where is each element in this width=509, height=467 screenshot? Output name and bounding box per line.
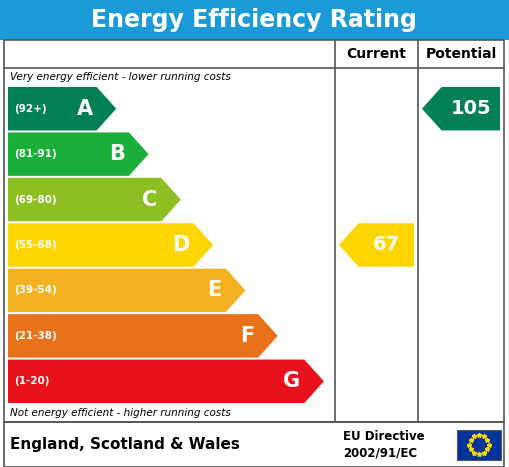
- Text: 67: 67: [373, 235, 400, 255]
- Text: 105: 105: [450, 99, 491, 118]
- Polygon shape: [8, 223, 213, 267]
- Bar: [4, 40, 504, 422]
- Polygon shape: [8, 314, 278, 358]
- Text: A: A: [76, 99, 93, 119]
- Text: (39-54): (39-54): [14, 285, 56, 296]
- Polygon shape: [8, 133, 149, 176]
- Text: Energy Efficiency Rating: Energy Efficiency Rating: [91, 8, 417, 32]
- Polygon shape: [339, 223, 414, 267]
- Polygon shape: [8, 360, 324, 403]
- Bar: [4, 422, 504, 467]
- Text: (92+): (92+): [14, 104, 47, 113]
- Text: D: D: [173, 235, 189, 255]
- Text: Not energy efficient - higher running costs: Not energy efficient - higher running co…: [10, 408, 231, 418]
- Text: B: B: [109, 144, 125, 164]
- Text: (81-91): (81-91): [14, 149, 56, 159]
- Text: 2002/91/EC: 2002/91/EC: [343, 447, 417, 460]
- Polygon shape: [8, 87, 116, 130]
- Text: Current: Current: [347, 47, 407, 61]
- Text: EU Directive: EU Directive: [343, 430, 425, 443]
- Text: England, Scotland & Wales: England, Scotland & Wales: [10, 437, 240, 452]
- Polygon shape: [8, 269, 245, 312]
- Text: Potential: Potential: [426, 47, 497, 61]
- Text: (1-20): (1-20): [14, 376, 49, 386]
- Text: C: C: [142, 190, 157, 210]
- Text: E: E: [208, 280, 222, 300]
- Text: (21-38): (21-38): [14, 331, 56, 341]
- Text: G: G: [283, 371, 300, 391]
- Text: (55-68): (55-68): [14, 240, 56, 250]
- Polygon shape: [422, 87, 500, 130]
- Bar: [0, 0, 509, 40]
- Text: (69-80): (69-80): [14, 195, 56, 205]
- Text: F: F: [240, 326, 254, 346]
- Polygon shape: [8, 178, 181, 221]
- Text: Very energy efficient - lower running costs: Very energy efficient - lower running co…: [10, 72, 231, 82]
- Bar: [457, 430, 501, 460]
